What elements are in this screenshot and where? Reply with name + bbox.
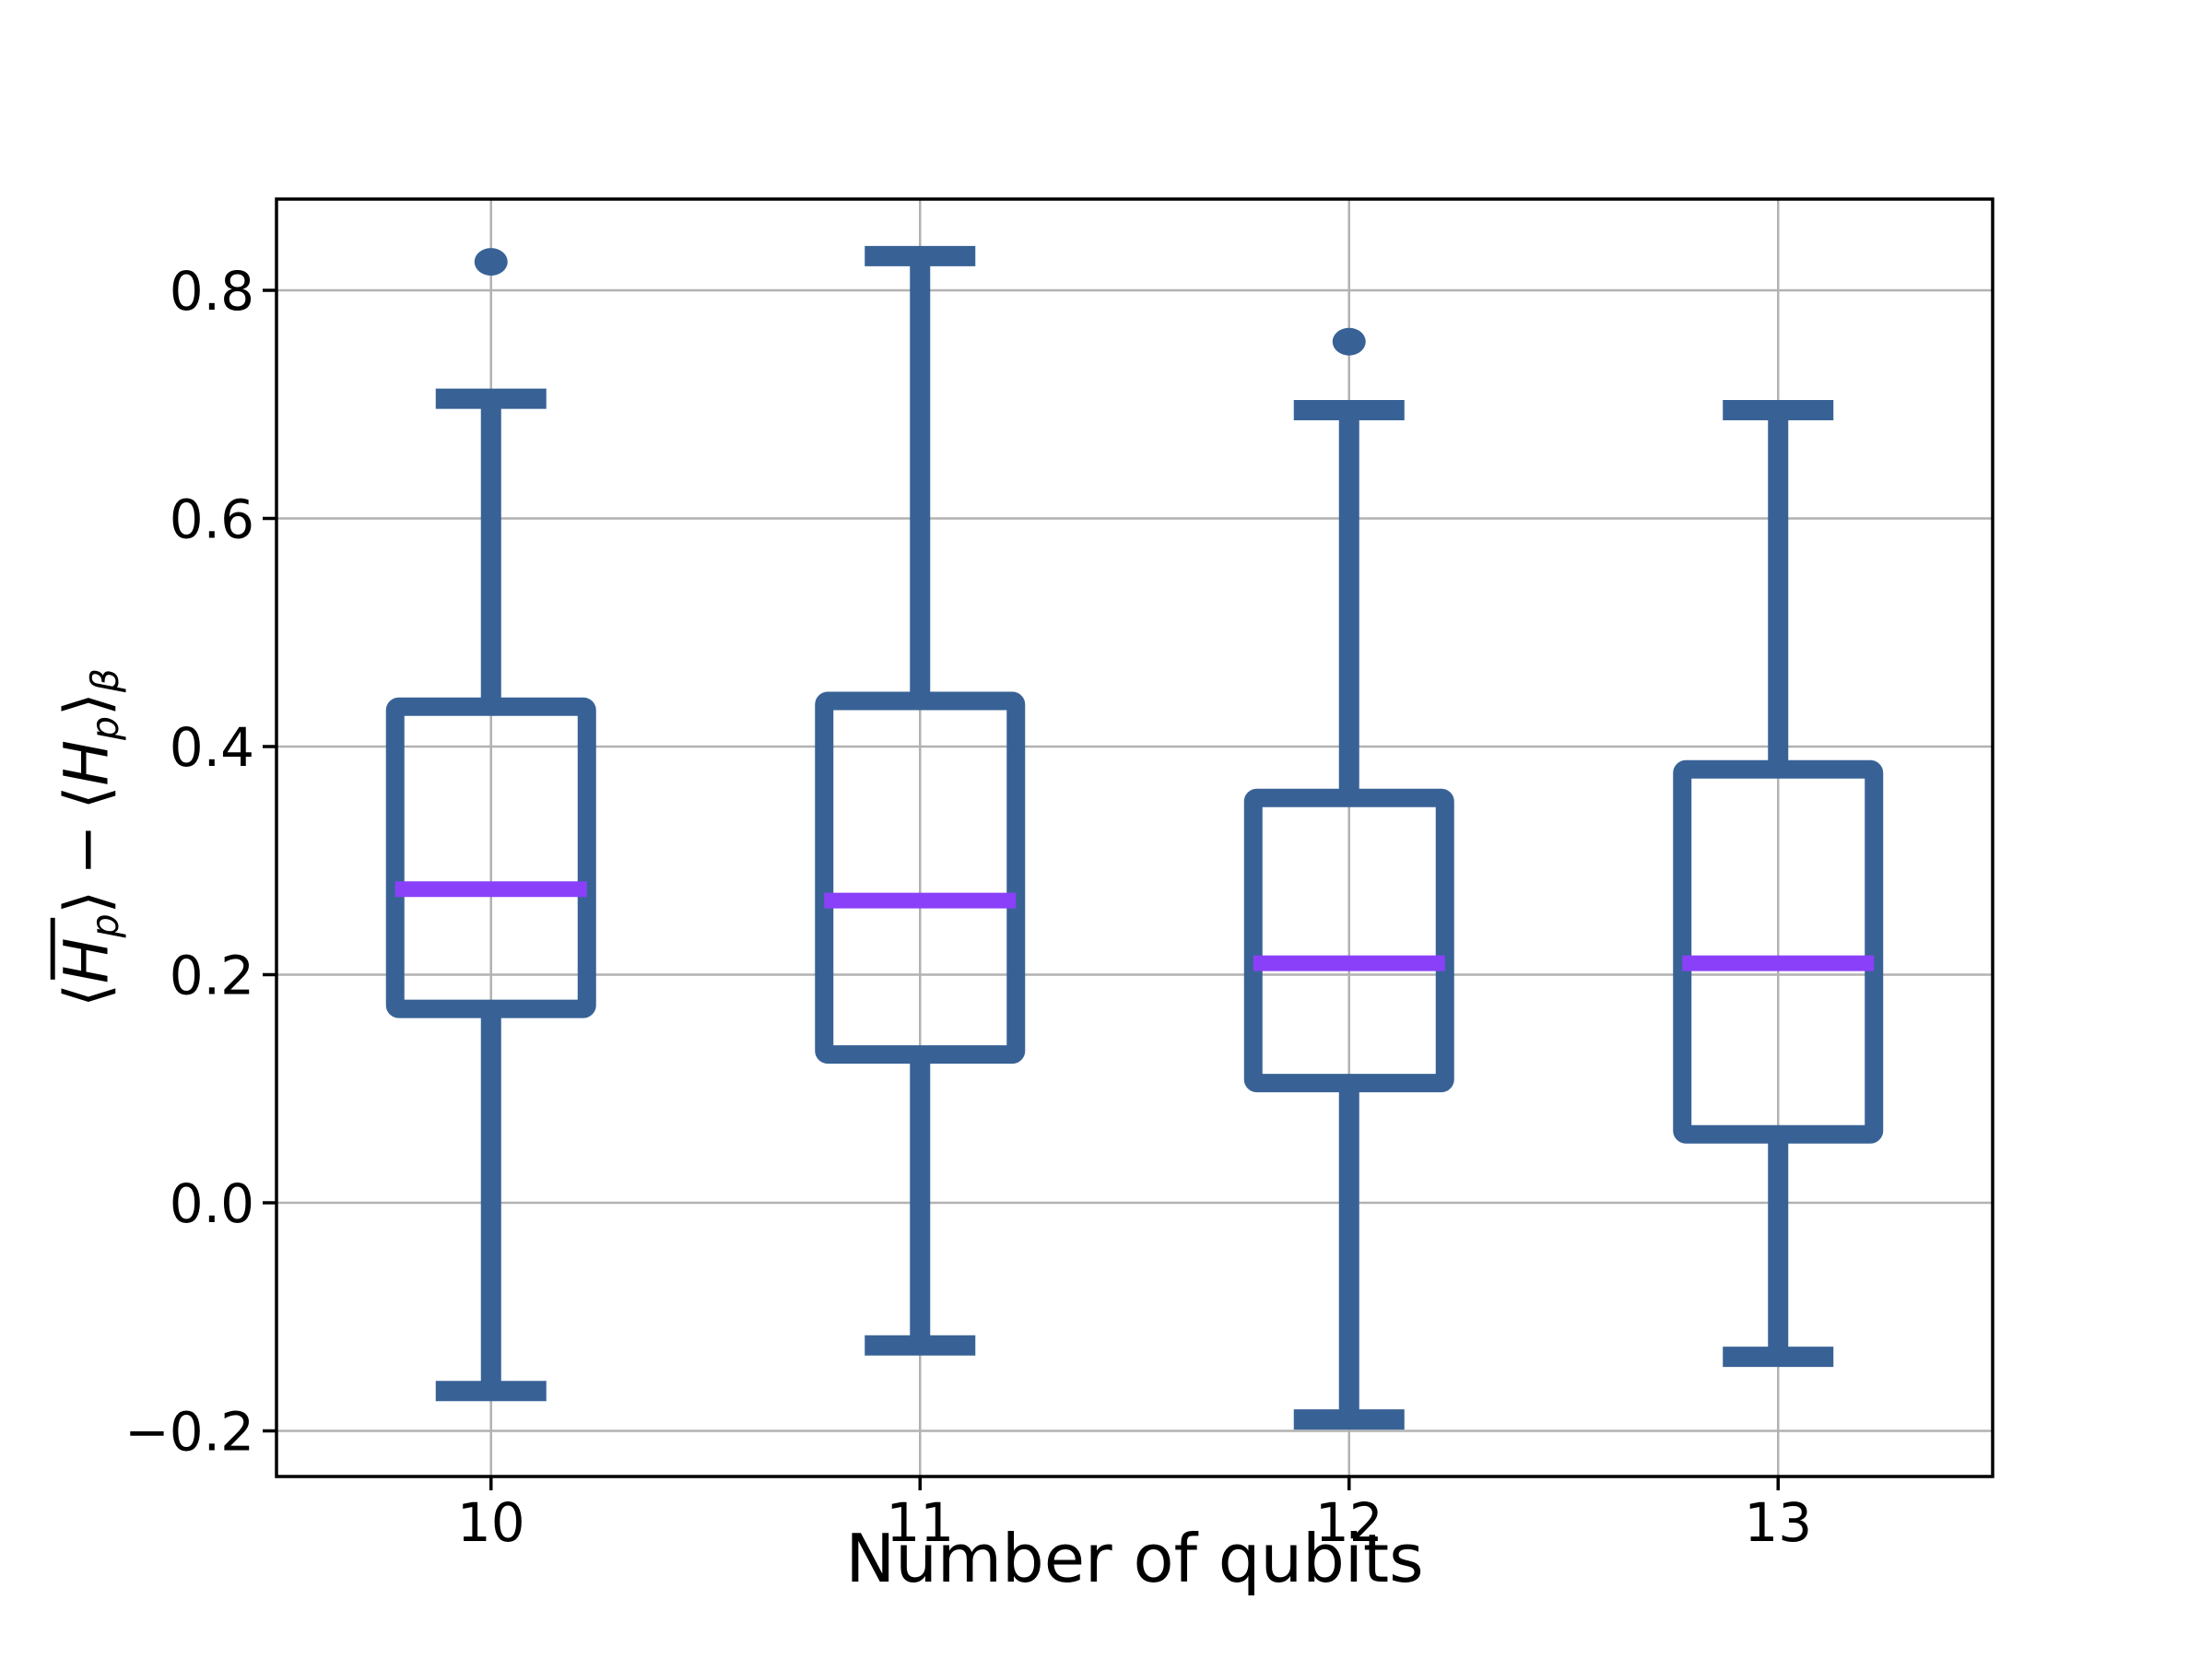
x-axis-label: Number of qubits xyxy=(845,1520,1423,1597)
axes-spines xyxy=(275,197,1994,1478)
x-tick-label: 13 xyxy=(1744,1491,1812,1554)
ylabel-open-bracket: ⟨ xyxy=(51,983,123,1007)
ylabel-minus: − xyxy=(51,824,123,876)
y-tick-label: 0.8 xyxy=(170,260,254,323)
y-tick-label: 0.2 xyxy=(170,944,254,1006)
y-tick-label: 0.4 xyxy=(170,716,254,779)
ylabel-mean-term: Hp xyxy=(51,913,127,984)
ylabel-H: H xyxy=(51,937,123,984)
x-tick-label: 11 xyxy=(886,1491,954,1554)
y-tick-label: 0.0 xyxy=(170,1172,254,1235)
box-rect xyxy=(815,691,1026,1065)
box-group-12 xyxy=(1243,327,1454,1430)
ylabel-open-bracket-2: ⟨ xyxy=(51,785,123,810)
ylabel-close-bracket-2: ⟩ xyxy=(51,692,123,717)
box-group-13 xyxy=(1673,399,1884,1368)
box-rect xyxy=(385,697,596,1018)
x-tick-label: 10 xyxy=(457,1491,525,1554)
y-tick-label: −0.2 xyxy=(124,1400,254,1463)
outlier-marker xyxy=(474,248,508,276)
ylabel-close-bracket: ⟩ xyxy=(51,889,123,914)
box-rect xyxy=(1243,788,1454,1093)
outlier-marker xyxy=(1332,327,1366,356)
box-rect xyxy=(1673,759,1884,1144)
ylabel-H-2: H xyxy=(51,740,123,786)
ylabel-sub-beta: β xyxy=(83,668,128,693)
box-group-10 xyxy=(385,248,596,1402)
y-tick-label: 0.6 xyxy=(170,488,254,550)
x-tick-label: 12 xyxy=(1315,1491,1383,1554)
box-group-11 xyxy=(815,245,1026,1356)
ylabel-sub-p-2: p xyxy=(83,716,128,741)
ylabel-sub-p: p xyxy=(83,913,128,938)
y-axis-label: ⟨Hp⟩−⟨Hp⟩β xyxy=(51,668,127,1007)
